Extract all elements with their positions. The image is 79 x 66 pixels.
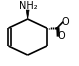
Polygon shape (26, 10, 29, 19)
Text: O: O (61, 17, 69, 27)
Text: NH₂: NH₂ (19, 1, 38, 11)
Text: O: O (58, 31, 65, 41)
